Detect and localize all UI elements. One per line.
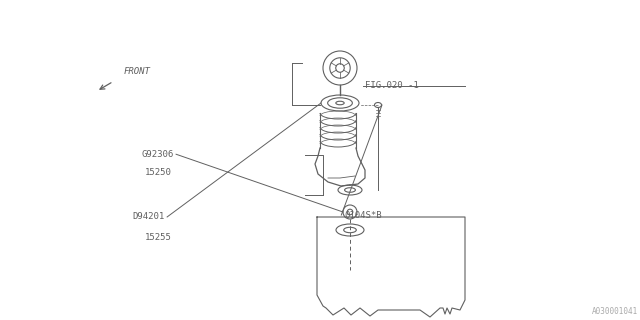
Text: FRONT: FRONT bbox=[124, 67, 150, 76]
Text: G92306: G92306 bbox=[142, 150, 174, 159]
Text: D94201: D94201 bbox=[133, 212, 165, 221]
Text: FIG.020 -1: FIG.020 -1 bbox=[365, 81, 419, 90]
Text: 0104S*B: 0104S*B bbox=[344, 211, 382, 220]
Text: A030001041: A030001041 bbox=[592, 307, 638, 316]
Text: 15255: 15255 bbox=[145, 233, 172, 242]
Text: 15250: 15250 bbox=[145, 168, 172, 177]
